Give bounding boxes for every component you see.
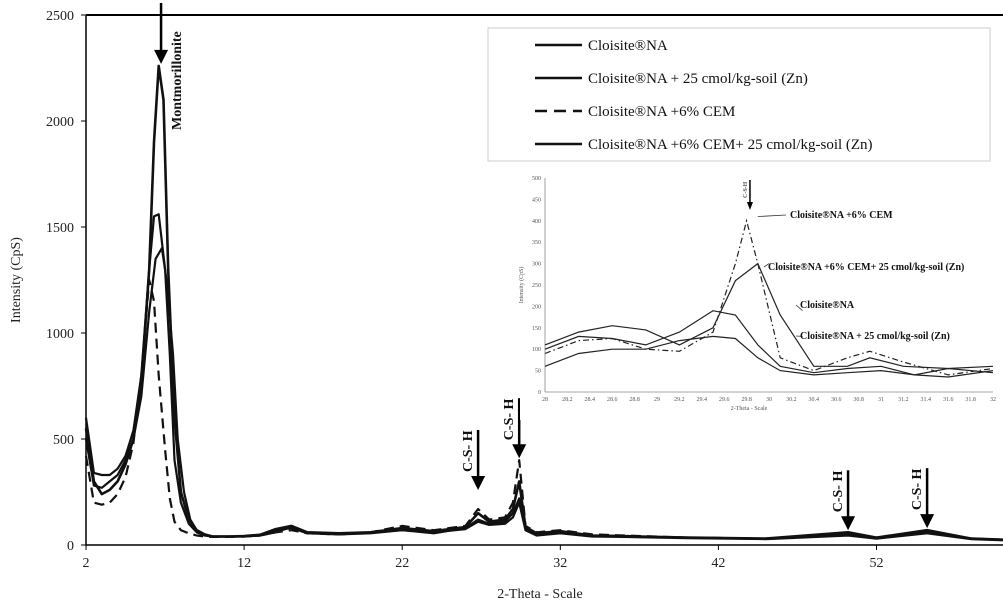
inset-label-leader [757, 214, 787, 217]
inset-series-label: Cloisite®NA +6% CEM+ 25 cmol/kg-soil (Zn… [768, 262, 964, 273]
annotation-label: Montmorillonite [170, 31, 185, 130]
inset-series-label: Cloisite®NA [800, 300, 855, 311]
legend-label: Cloisite®NA + 25 cmol/kg-soil (Zn) [588, 71, 808, 87]
inset-y-axis-title: Intensity (CpS) [518, 267, 525, 304]
legend: Cloisite®NA Cloisite®NA + 25 cmol/kg-soil… [487, 27, 991, 162]
inset-y-tick-label: 100 [532, 347, 541, 353]
series-line-4 [84, 64, 1003, 541]
x-tick-label: 52 [870, 556, 884, 571]
x-tick-label: 32 [553, 556, 567, 571]
y-tick-label: 1000 [46, 327, 74, 342]
inset-x-tick-label: 29.4 [697, 397, 708, 403]
inset-y-tick-label: 350 [532, 240, 541, 246]
inset-x-tick-label: 32 [990, 397, 996, 403]
y-tick-label: 500 [53, 433, 74, 448]
inset-peak-label: C-S-H [743, 181, 749, 198]
annotation-arrowhead [841, 516, 856, 531]
inset-label-leader [763, 263, 770, 268]
inset-x-tick-label: 28.4 [585, 397, 596, 403]
inset-x-tick-label: 30.6 [831, 397, 842, 403]
inset-x-tick-label: 30 [766, 397, 772, 403]
inset-x-tick-label: 29.2 [674, 397, 685, 403]
inset-y-tick-label: 250 [532, 283, 541, 289]
inset-x-tick-label: 31.2 [898, 397, 909, 403]
inset-x-tick-label: 28.2 [562, 397, 573, 403]
inset-y-tick-label: 400 [532, 219, 541, 225]
annotation-arrowhead [154, 49, 169, 64]
annotation-arrowhead [920, 514, 935, 529]
legend-label: Cloisite®NA [588, 38, 668, 54]
x-tick-label: 42 [711, 556, 725, 571]
inset-y-tick-label: 300 [532, 262, 541, 268]
legend-box [487, 27, 991, 162]
inset-background [520, 172, 998, 420]
series-group [84, 64, 1003, 542]
inset-series-line-2 [544, 335, 994, 376]
inset-y-tick-label: 0 [538, 390, 541, 396]
y-tick-label: 2500 [46, 9, 74, 24]
inset-label-leader [795, 304, 803, 311]
inset-x-tick-label: 28 [542, 397, 548, 403]
y-axis-title: Intensity (CpS) [9, 237, 24, 323]
inset-series-label: Cloisite®NA + 25 cmol/kg-soil (Zn) [800, 331, 950, 342]
inset-x-axis-title: 2-Theta - Scale [731, 406, 768, 412]
annotations-group: Montmorillonite C-S- H C-S- H C-S- H C-S- H [154, 3, 935, 531]
y-tick-label: 1500 [46, 221, 74, 236]
inset-chart: 0 50 100 150 200 250 300 350 400 450 500 28 28.2 28.4… [518, 172, 998, 420]
inset-y-tick-label: 200 [532, 304, 541, 310]
inset-y-tick-label: 150 [532, 326, 541, 332]
x-axis-title: 2-Theta - Scale [497, 587, 583, 602]
inset-x-tick-label: 30.4 [809, 397, 820, 403]
annotation-arrowhead [471, 476, 486, 490]
annotation-label: C-S- H [831, 471, 846, 513]
y-tick-label: 0 [67, 539, 74, 554]
inset-series-line-4 [544, 262, 994, 370]
inset-x-tick-label: 31.8 [965, 397, 976, 403]
x-tick-label: 22 [395, 556, 409, 571]
annotation-label: C-S- H [502, 398, 517, 440]
y-tick-label: 2000 [46, 115, 74, 130]
inset-x-tick-label: 31.4 [921, 397, 932, 403]
inset-x-tick-label: 30.8 [853, 397, 864, 403]
legend-label: Cloisite®NA +6% CEM [588, 104, 735, 120]
inset-x-tick-label: 29.6 [719, 397, 730, 403]
inset-y-tick-label: 500 [532, 176, 541, 182]
inset-x-tick-label: 29.8 [741, 397, 752, 403]
annotation-label: C-S- H [461, 430, 476, 472]
inset-series-line-1 [544, 310, 994, 378]
inset-y-tick-label: 450 [532, 197, 541, 203]
legend-label: Cloisite®NA +6% CEM+ 25 cmol/kg-soil (Zn… [588, 137, 873, 153]
inset-x-tick-label: 30.2 [786, 397, 797, 403]
x-tick-label: 12 [237, 556, 251, 571]
inset-x-tick-label: 31 [878, 397, 884, 403]
inset-series-label: Cloisite®NA +6% CEM [790, 210, 893, 221]
inset-y-tick-label: 50 [535, 369, 541, 375]
annotation-arrowhead [512, 444, 527, 459]
inset-x-tick-label: 28.6 [607, 397, 618, 403]
inset-series-line-3 [544, 218, 994, 376]
annotation-label: C-S- H [910, 468, 925, 510]
inset-x-tick-label: 29 [654, 397, 660, 403]
inset-peak-arrowhead [746, 202, 753, 210]
inset-x-tick-label: 28.8 [629, 397, 640, 403]
x-tick-label: 2 [83, 556, 90, 571]
inset-x-tick-label: 31.6 [943, 397, 954, 403]
